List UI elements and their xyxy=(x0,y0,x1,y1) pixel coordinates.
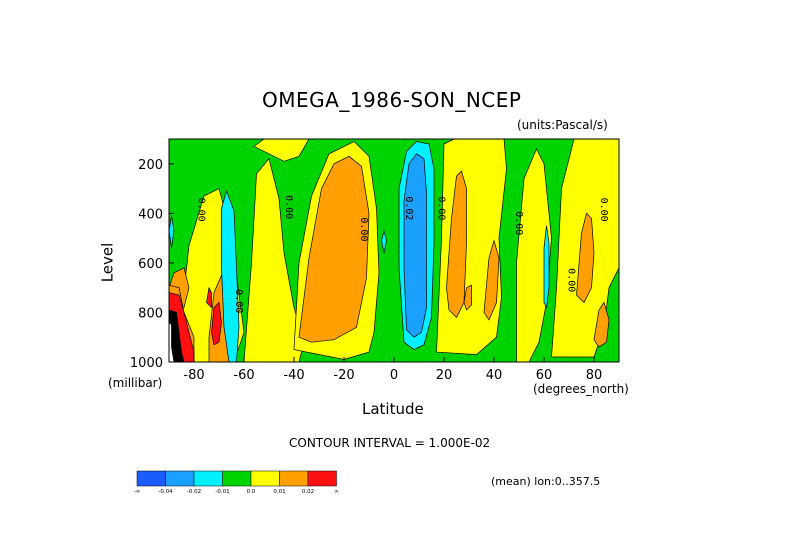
contour-label-5: 0.00 xyxy=(513,211,524,235)
contour-region-21 xyxy=(381,230,387,254)
x-tick-label: 80 xyxy=(586,368,603,383)
colorbar-swatch xyxy=(193,470,223,487)
contour-region-8 xyxy=(298,155,370,343)
contour-region-19 xyxy=(169,215,175,249)
x-tick-label: 60 xyxy=(536,368,553,383)
y-axis-ticks: 200 400 600 800 1000 xyxy=(130,158,174,371)
colorbar-label: -0.02 xyxy=(187,489,201,495)
colorbar-label: -∞ xyxy=(134,489,141,495)
colorbar-label: ∞ xyxy=(334,489,339,495)
contour-region-9 xyxy=(446,170,467,318)
contour-region-25 xyxy=(206,286,212,309)
contour-label-0: 0.00 xyxy=(196,198,207,222)
colorbar-label: 0.0 xyxy=(247,489,256,495)
contour-label-2: 0.00 xyxy=(358,217,369,241)
x-tick-label: 0 xyxy=(390,368,398,383)
colorbar-label: -0.04 xyxy=(158,489,173,495)
contour-label-6: 0.00 xyxy=(566,268,577,292)
contour-region-18 xyxy=(221,189,240,362)
contour-label-8: 0.00 xyxy=(233,289,244,313)
colorbar-swatch xyxy=(307,470,337,487)
mean-longitude-text: (mean) lon:0..357.5 xyxy=(491,475,601,488)
contour-region-11 xyxy=(576,212,595,304)
x-axis-ticks: -80 -60 -40 -20 0 20 40 60 80 xyxy=(183,357,602,383)
contour-region-24 xyxy=(211,301,222,346)
contour-region-13 xyxy=(463,284,472,311)
x-tick-label: -20 xyxy=(333,368,354,383)
x-tick-label: -80 xyxy=(183,368,204,383)
y-tick-label: 600 xyxy=(138,257,163,272)
contour-region-10 xyxy=(483,239,500,321)
contour-interval-text: CONTOUR INTERVAL = 1.000E-02 xyxy=(289,436,491,450)
x-tick-label: 40 xyxy=(486,368,503,383)
x-tick-label: -40 xyxy=(283,368,304,383)
contour-label-7: 0.00 xyxy=(598,198,609,222)
contour-fill-regions xyxy=(169,139,619,362)
contour-label-4: 0.00 xyxy=(436,196,447,220)
contour-region-20 xyxy=(543,225,550,309)
colorbar-swatch xyxy=(222,470,252,487)
contour-region-4 xyxy=(253,139,310,162)
colorbar-label: 0.01 xyxy=(273,489,285,495)
y-tick-label: 400 xyxy=(138,207,163,222)
contour-label-1: 0.00 xyxy=(283,195,294,219)
colorbar-label: -0.01 xyxy=(215,489,229,495)
x-tick-label: -60 xyxy=(233,368,254,383)
colorbar-swatch xyxy=(165,470,195,487)
x-tick-label: 20 xyxy=(436,368,453,383)
contour-label-3: 0.02 xyxy=(403,196,414,220)
y-tick-label: 1000 xyxy=(130,356,163,371)
chart-title: OMEGA_1986-SON_NCEP xyxy=(262,88,522,112)
units-label: (units:Pascal/s) xyxy=(517,118,608,132)
colorbar: -∞ -0.04 -0.02 -0.01 0.0 0.01 0.02 ∞ xyxy=(134,470,339,495)
x-axis-label: Latitude xyxy=(362,400,424,418)
colorbar-label: 0.02 xyxy=(302,489,314,495)
x-axis-units: (degrees_north) xyxy=(533,382,629,396)
y-tick-label: 200 xyxy=(138,158,163,173)
contour-region-6 xyxy=(516,148,552,362)
y-tick-label: 800 xyxy=(138,306,163,321)
contour-region-12 xyxy=(593,301,610,348)
contour-region-2 xyxy=(243,158,305,362)
colorbar-swatch xyxy=(136,470,166,487)
contour-region-27 xyxy=(169,321,175,362)
contour-region-22 xyxy=(403,153,427,338)
colorbar-swatch xyxy=(250,470,280,487)
y-axis-units: (millibar) xyxy=(108,376,163,390)
contour-region-26 xyxy=(169,309,185,362)
contour-labels: 0.00 0.00 0.00 0.02 0.00 0.00 0.00 0.00 0.00 xyxy=(196,195,610,313)
colorbar-swatch xyxy=(279,470,309,487)
